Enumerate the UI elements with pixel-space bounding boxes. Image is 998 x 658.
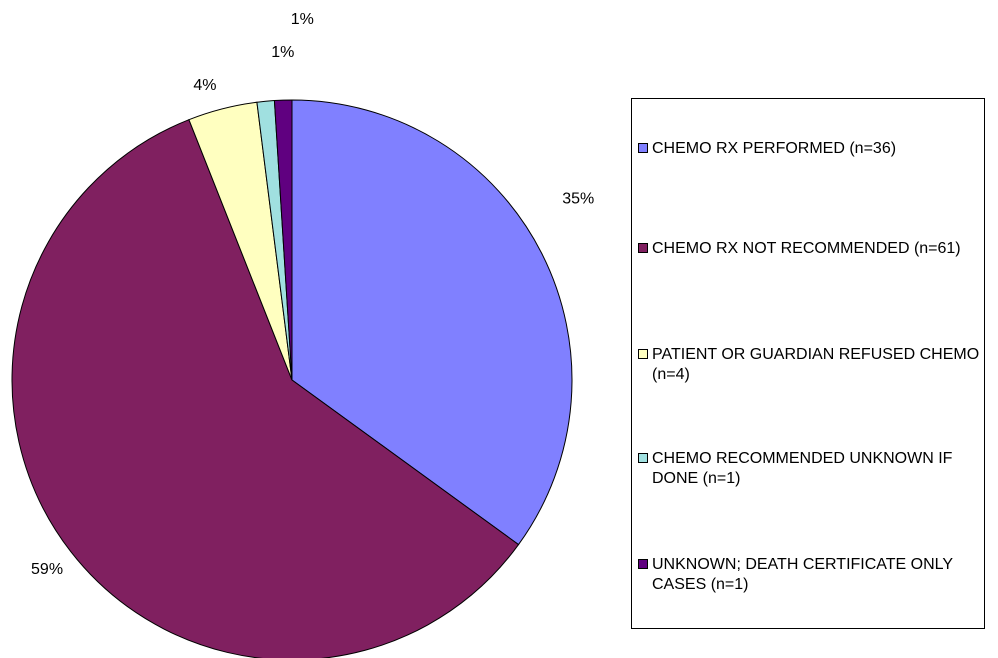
data-label: 59% [31, 561, 63, 578]
legend-label: CHEMO RECOMMENDED UNKNOWN IF DONE (n=1) [652, 450, 953, 487]
legend-swatch [638, 143, 648, 153]
legend-swatch [638, 453, 648, 463]
data-label: 1% [271, 44, 294, 61]
data-label: 1% [291, 11, 314, 28]
legend-entry: CHEMO RECOMMENDED UNKNOWN IF DONE (n=1) [638, 449, 983, 489]
data-label: 4% [193, 77, 216, 94]
legend-entry: CHEMO RX PERFORMED (n=36) [638, 139, 983, 159]
legend-label: UNKNOWN; DEATH CERTIFICATE ONLY CASES (n… [652, 556, 953, 593]
legend-label: CHEMO RX PERFORMED (n=36) [652, 140, 897, 157]
legend: CHEMO RX PERFORMED (n=36) CHEMO RX NOT RE… [631, 98, 985, 629]
legend-entry: CHEMO RX NOT RECOMMENDED (n=61) [638, 239, 983, 259]
legend-label: PATIENT OR GUARDIAN REFUSED CHEMO (n=4) [652, 346, 980, 383]
legend-entry: PATIENT OR GUARDIAN REFUSED CHEMO (n=4) [638, 345, 983, 385]
pie-slice [291, 99, 573, 546]
legend-swatch [638, 243, 648, 253]
pie-slice [273, 99, 293, 381]
legend-entry: UNKNOWN; DEATH CERTIFICATE ONLY CASES (n… [638, 555, 983, 595]
legend-label: CHEMO RX NOT RECOMMENDED (n=61) [652, 240, 961, 257]
pie-slice [11, 119, 520, 658]
data-label: 35% [562, 190, 594, 207]
legend-swatch [638, 349, 648, 359]
legend-swatch [638, 559, 648, 569]
